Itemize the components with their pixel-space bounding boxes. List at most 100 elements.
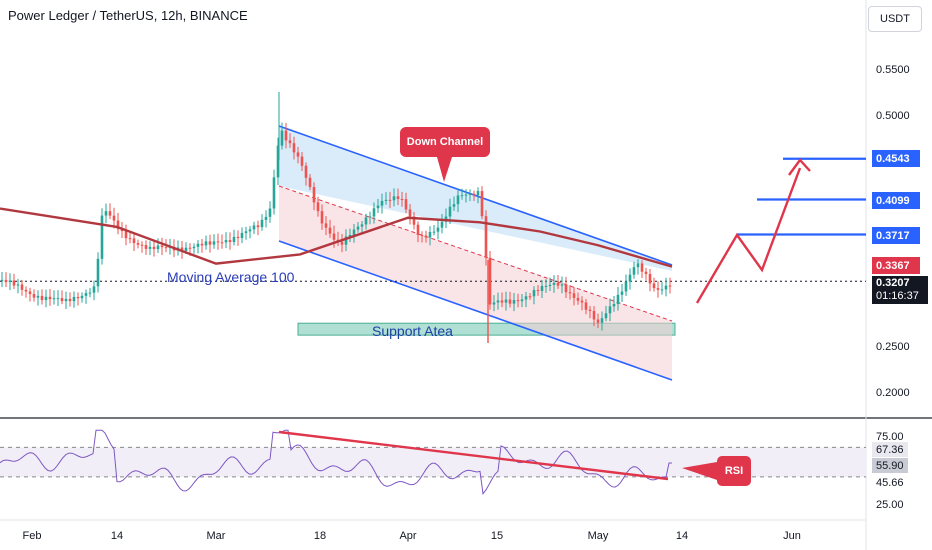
price-candle <box>332 233 336 240</box>
price-candle <box>4 279 8 283</box>
price-candle <box>344 236 348 245</box>
price-candle <box>580 300 584 303</box>
price-candle <box>456 195 460 205</box>
channel-upper-line <box>278 125 673 266</box>
price-candle <box>576 297 580 301</box>
rsi-tick: 25.00 <box>876 499 904 511</box>
price-candle <box>664 285 668 290</box>
price-candle <box>328 227 332 234</box>
ma-price-label: 0.3367 <box>872 257 920 274</box>
time-tick: Apr <box>399 530 417 542</box>
price-candle <box>280 130 284 146</box>
price-candle <box>480 191 484 217</box>
price-candle <box>116 220 120 230</box>
price-candle <box>72 296 76 302</box>
price-candle <box>340 241 344 245</box>
price-candle <box>604 313 608 319</box>
price-candle <box>264 216 268 220</box>
price-candle <box>76 296 80 299</box>
price-candle <box>124 231 128 239</box>
price-candle <box>492 302 496 305</box>
price-candle <box>276 145 280 178</box>
rsi-tick: 45.66 <box>876 477 904 489</box>
price-candle <box>200 243 204 246</box>
time-tick: 14 <box>675 530 689 542</box>
price-candle <box>80 295 84 299</box>
price-candle <box>12 280 16 286</box>
price-candle <box>652 283 656 289</box>
price-candle <box>568 292 572 294</box>
price-candle <box>308 177 312 188</box>
symbol-title: Power Ledger / TetherUS, 12h, BINANCE <box>8 8 248 23</box>
down-channel-callout: Down Channel <box>400 127 490 157</box>
price-candle <box>0 279 4 281</box>
price-candle <box>556 282 560 286</box>
price-candle <box>104 211 108 216</box>
price-candle <box>292 143 296 153</box>
price-candle <box>472 193 476 196</box>
projection-path <box>695 167 802 304</box>
price-candle <box>412 216 416 225</box>
price-candle <box>600 318 604 323</box>
price-candle <box>184 247 188 251</box>
time-tick: Feb <box>22 530 42 542</box>
channel-lower-fill <box>279 186 672 380</box>
price-candle <box>356 226 360 230</box>
price-candle <box>120 229 124 232</box>
price-candle <box>620 291 624 295</box>
price-candle <box>324 223 328 228</box>
current-price-label: 0.3207 01:16:37 <box>872 276 928 304</box>
currency-button[interactable]: USDT <box>868 6 922 32</box>
price-candle <box>96 258 100 287</box>
price-candle <box>636 263 640 268</box>
price-candle <box>572 293 576 298</box>
price-candle <box>164 247 168 249</box>
price-candle <box>300 156 304 166</box>
price-candle <box>160 245 164 248</box>
rsi-tick: 67.36 <box>872 442 908 457</box>
price-candle <box>180 247 184 251</box>
price-candle <box>464 194 468 196</box>
price-candle <box>220 242 224 244</box>
price-candle <box>596 319 600 323</box>
price-candle <box>656 288 660 290</box>
price-candle <box>424 235 428 238</box>
target-price-label-1: 0.3717 <box>872 227 920 244</box>
price-tick: 0.5000 <box>876 110 910 122</box>
rsi-trendline <box>278 430 669 481</box>
price-candle <box>408 209 412 217</box>
price-candle <box>56 298 60 300</box>
price-candle <box>188 247 192 249</box>
price-candle <box>496 300 500 303</box>
price-candle <box>192 246 196 249</box>
price-candle <box>428 232 432 238</box>
price-candle <box>648 273 652 284</box>
price-candle <box>236 236 240 238</box>
price-candle <box>460 195 464 197</box>
price-candle <box>256 225 260 228</box>
price-candle <box>64 298 68 302</box>
price-candle <box>60 298 64 302</box>
price-candle <box>240 232 244 238</box>
price-candle <box>304 165 308 178</box>
target-price-label-2: 0.4099 <box>872 192 920 209</box>
price-candle <box>320 211 324 224</box>
price-candle <box>608 306 612 314</box>
price-candle <box>260 219 264 228</box>
rsi-line <box>0 429 672 495</box>
price-candle <box>512 300 516 304</box>
price-candle <box>352 229 356 236</box>
price-candle <box>388 199 392 201</box>
time-tick: 15 <box>490 530 504 542</box>
price-candle <box>432 231 436 233</box>
price-candle <box>228 240 232 242</box>
price-candle <box>668 285 672 287</box>
price-candle <box>20 284 24 290</box>
price-candle <box>372 208 376 217</box>
price-candle <box>584 302 588 310</box>
price-candle <box>112 215 116 221</box>
price-candle <box>560 284 564 286</box>
price-candle <box>516 300 520 302</box>
price-candle <box>440 221 444 228</box>
